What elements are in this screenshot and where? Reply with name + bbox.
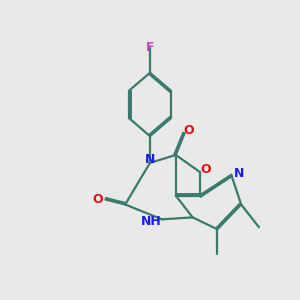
Text: N: N (233, 167, 244, 180)
Text: NH: NH (141, 215, 162, 228)
Text: O: O (183, 124, 194, 137)
Text: O: O (201, 163, 212, 176)
Text: F: F (146, 41, 154, 55)
Text: O: O (93, 193, 103, 206)
Text: N: N (145, 153, 155, 166)
